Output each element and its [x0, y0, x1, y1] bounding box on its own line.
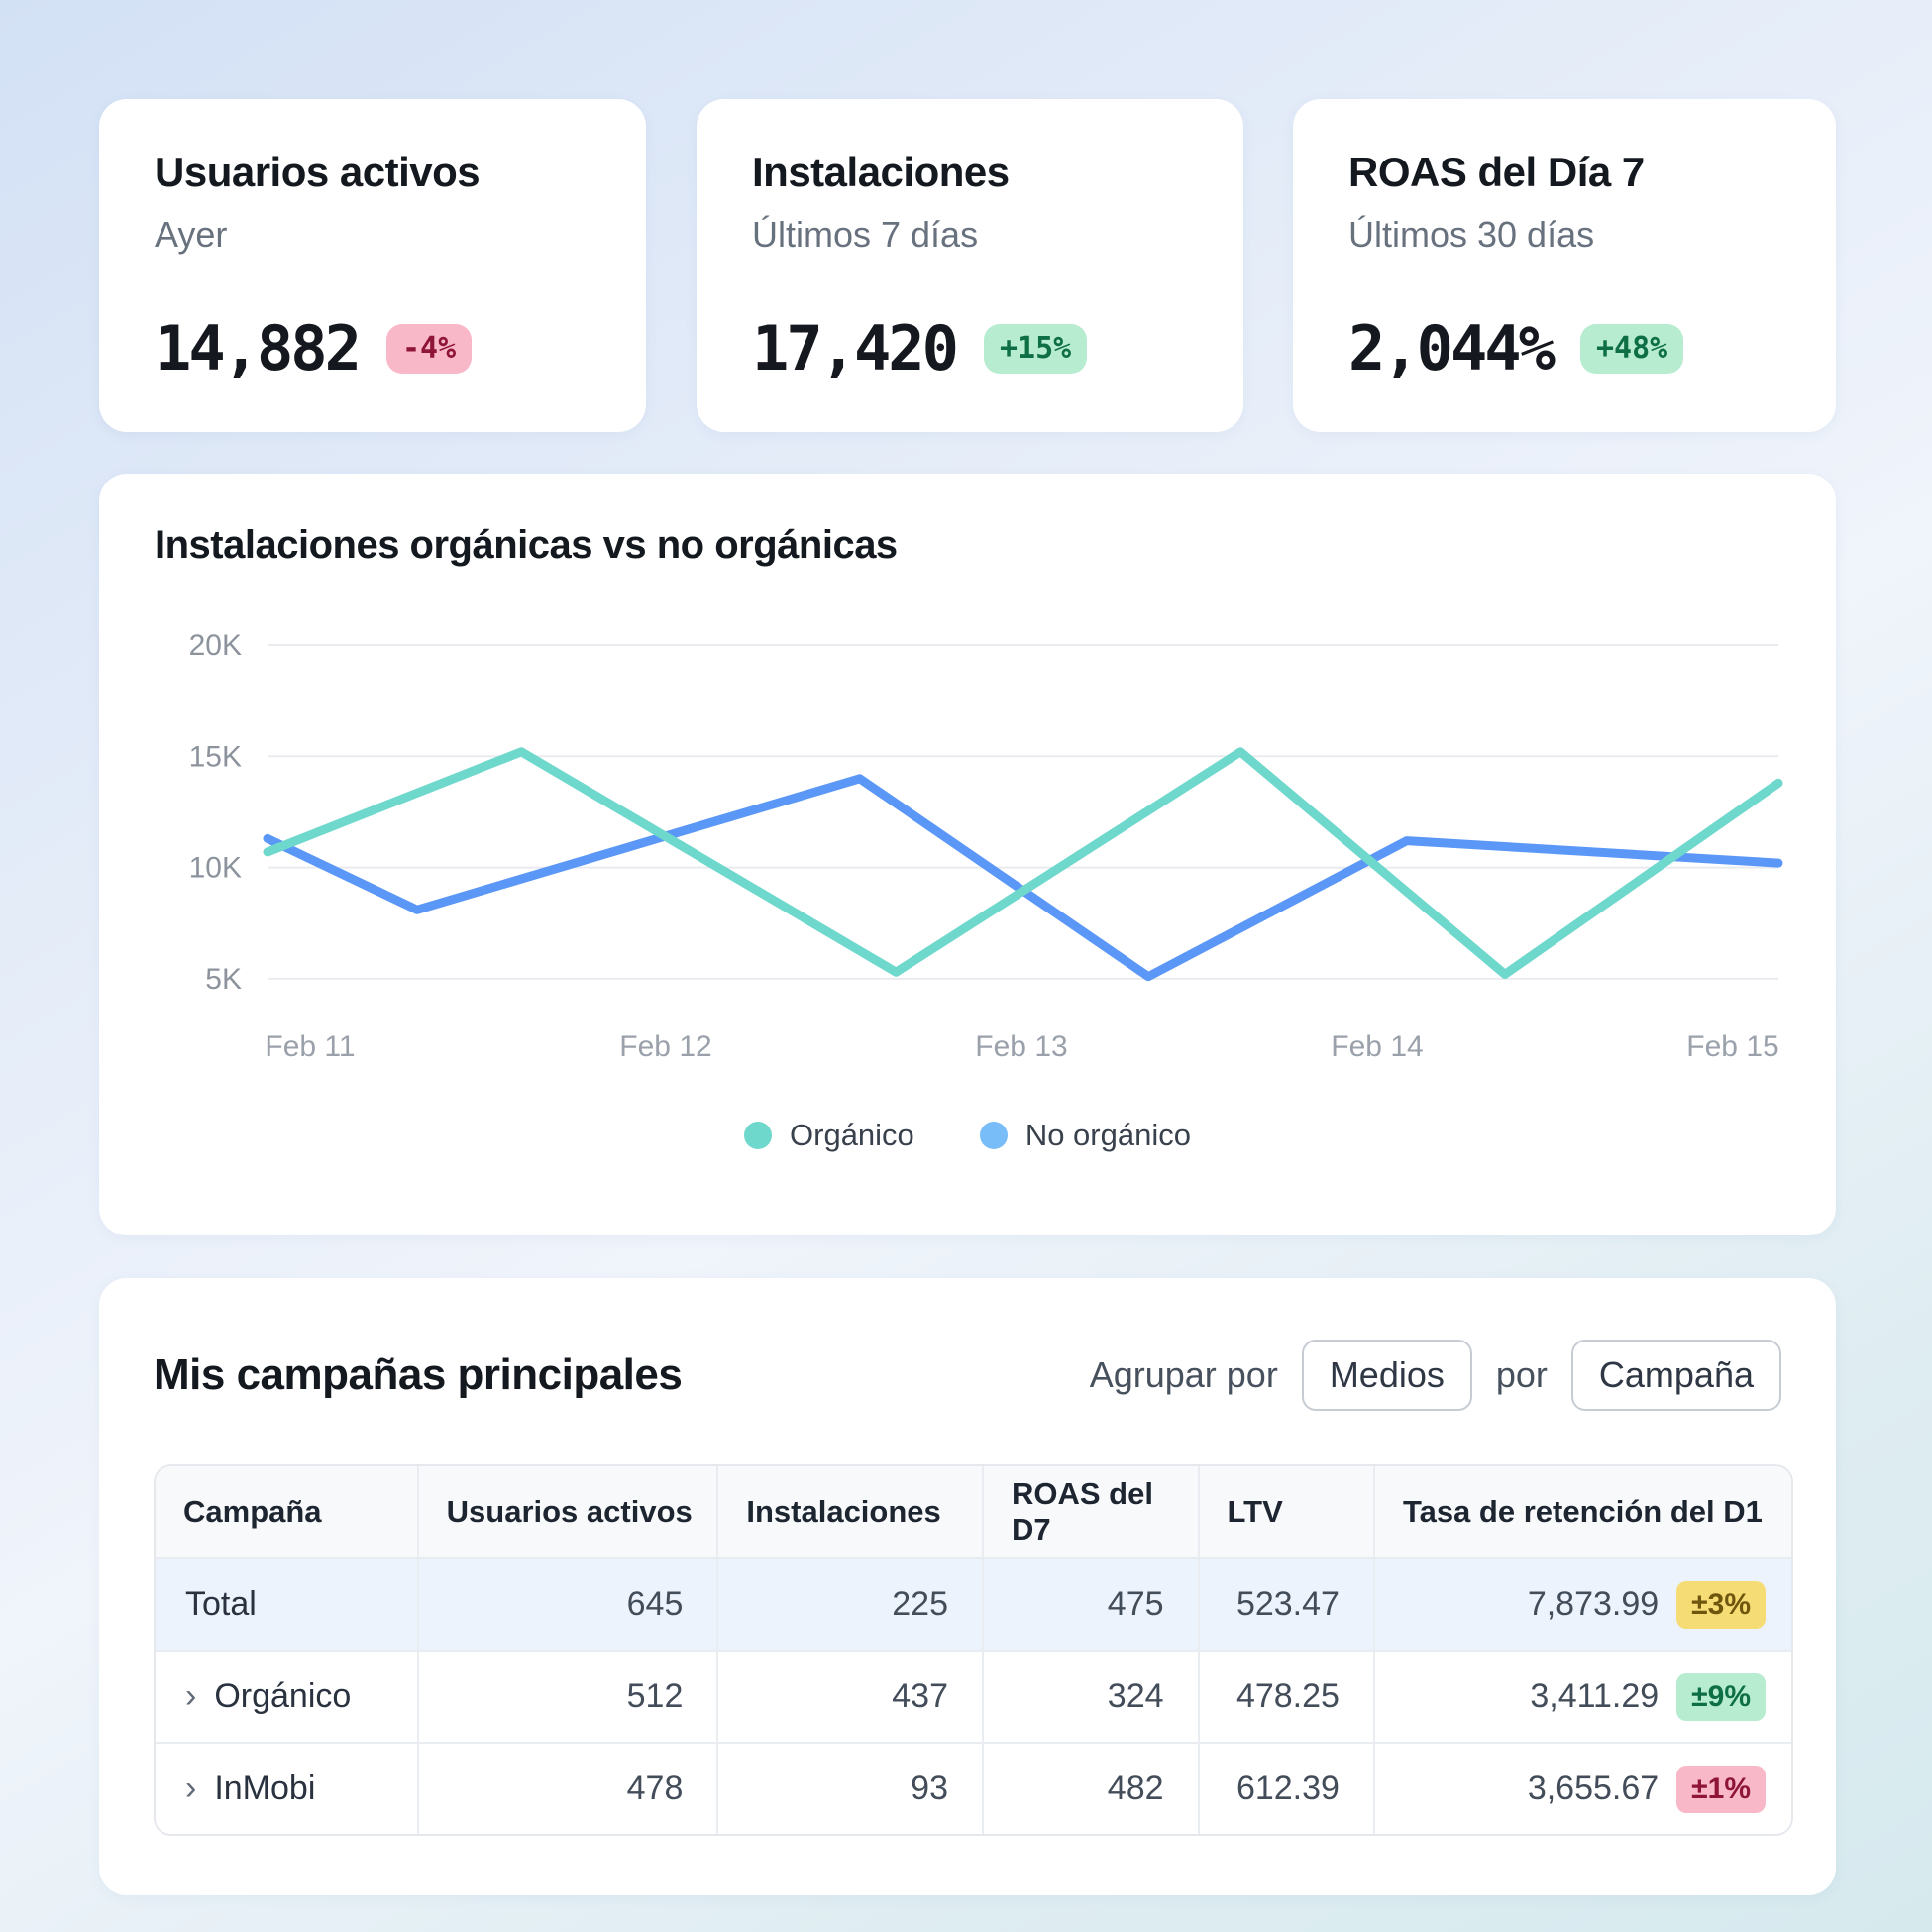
group-by-por-label: por	[1495, 1354, 1548, 1395]
campaign-name-cell: › InMobi	[156, 1743, 418, 1834]
kpi-subtitle: Últimos 7 días	[752, 214, 979, 255]
kpi-card-roas-d7: ROAS del Día 7 Últimos 30 días 2,044% +4…	[1293, 99, 1836, 432]
col-header-roas-d7: ROAS del D7	[982, 1466, 1199, 1559]
group-by-medios-button[interactable]: Medios	[1301, 1340, 1472, 1411]
kpi-title: Usuarios activos	[155, 149, 481, 195]
table-row-total[interactable]: Total 645 225 475 523.47 7,873.99 ±3%	[156, 1558, 1791, 1652]
kpi-change-badge: +15%	[983, 323, 1088, 374]
svg-text:20K: 20K	[189, 629, 242, 662]
chart-legend: Orgánico No orgánico	[99, 1118, 1836, 1153]
roas-d7-cell: 482	[982, 1743, 1199, 1834]
table-header-row: Campaña Usuarios activos Instalaciones R…	[156, 1466, 1791, 1559]
table-row-organico[interactable]: › Orgánico 512 437 324 478.25 3,411.29 ±9…	[156, 1651, 1791, 1744]
group-by-campana-button[interactable]: Campaña	[1570, 1340, 1781, 1411]
svg-text:Feb 15: Feb 15	[1686, 1030, 1778, 1063]
table-card-title: Mis campañas principales	[154, 1350, 683, 1399]
retention-value: 3,655.67	[1527, 1770, 1660, 1807]
legend-item-no-organico[interactable]: No orgánico	[979, 1118, 1191, 1153]
retention-d1-cell: 3,411.29 ±9%	[1372, 1651, 1791, 1744]
retention-badge: ±3%	[1676, 1580, 1766, 1629]
kpi-value: 17,420	[752, 312, 959, 384]
legend-label: No orgánico	[1024, 1118, 1191, 1152]
chart-title: Instalaciones orgánicas vs no orgánicas	[155, 523, 898, 567]
retention-d1-cell: 7,873.99 ±3%	[1372, 1558, 1791, 1652]
kpi-change-badge: +48%	[1579, 323, 1684, 374]
campaign-name-cell: Total	[156, 1558, 418, 1652]
ltv-cell: 478.25	[1197, 1651, 1374, 1744]
retention-value: 7,873.99	[1527, 1585, 1660, 1623]
svg-text:Feb 12: Feb 12	[619, 1030, 711, 1063]
kpi-value: 14,882	[155, 312, 362, 384]
col-header-installs: Instalaciones	[716, 1466, 983, 1559]
legend-dot-no-organico-icon	[979, 1122, 1008, 1149]
table-card-header: Mis campañas principales Agrupar por Med…	[154, 1340, 1781, 1411]
legend-dot-organico-icon	[744, 1122, 773, 1149]
retention-badge: ±1%	[1676, 1765, 1766, 1813]
group-by-label: Agrupar por	[1089, 1354, 1278, 1395]
roas-d7-cell: 324	[982, 1651, 1199, 1744]
ltv-cell: 612.39	[1197, 1743, 1374, 1834]
col-header-ltv: LTV	[1197, 1466, 1374, 1559]
svg-text:15K: 15K	[189, 740, 242, 773]
expand-chevron-icon[interactable]: ›	[185, 1770, 197, 1807]
legend-item-organico[interactable]: Orgánico	[744, 1118, 914, 1153]
active-users-cell: 512	[416, 1651, 718, 1744]
svg-text:Feb 13: Feb 13	[975, 1030, 1067, 1063]
kpi-subtitle: Últimos 30 días	[1348, 214, 1595, 255]
installs-cell: 93	[716, 1743, 983, 1834]
retention-d1-cell: 3,655.67 ±1%	[1372, 1743, 1791, 1834]
active-users-cell: 645	[416, 1558, 718, 1652]
kpi-value-row: 14,882 -4%	[155, 312, 473, 384]
svg-text:Feb 14: Feb 14	[1331, 1030, 1423, 1063]
kpi-value-row: 2,044% +48%	[1348, 312, 1684, 384]
kpi-title: ROAS del Día 7	[1348, 149, 1645, 195]
expand-chevron-icon[interactable]: ›	[185, 1677, 197, 1715]
col-header-retention-d1: Tasa de retención del D1	[1372, 1466, 1791, 1559]
kpi-subtitle: Ayer	[155, 214, 228, 255]
line-chart: 20K 15K 10K 5K Feb 11 Feb 12 Feb 13 Feb 14 Feb 1…	[189, 629, 1783, 1063]
active-users-cell: 478	[416, 1743, 718, 1834]
top-campaigns-card: Mis campañas principales Agrupar por Med…	[99, 1278, 1836, 1895]
kpi-value: 2,044%	[1348, 312, 1556, 384]
col-header-active-users: Usuarios activos	[416, 1466, 718, 1559]
kpi-card-active-users: Usuarios activos Ayer 14,882 -4%	[99, 99, 646, 432]
kpi-value-row: 17,420 +15%	[752, 312, 1088, 384]
legend-label: Orgánico	[790, 1118, 914, 1152]
campaign-name-cell: › Orgánico	[156, 1651, 418, 1744]
kpi-title: Instalaciones	[752, 149, 1010, 195]
group-by-controls: Agrupar por Medios por Campaña	[1090, 1340, 1781, 1411]
svg-text:10K: 10K	[189, 852, 242, 885]
svg-text:Feb 11: Feb 11	[265, 1030, 355, 1063]
retention-value: 3,411.29	[1530, 1677, 1660, 1715]
retention-badge: ±9%	[1676, 1672, 1766, 1721]
kpi-change-badge: -4%	[385, 323, 473, 374]
table-row-inmobi[interactable]: › InMobi 478 93 482 612.39 3,655.67 ±1%	[156, 1743, 1791, 1834]
organic-vs-nonorganic-chart-card: Instalaciones orgánicas vs no orgánicas …	[99, 474, 1836, 1235]
kpi-card-installs: Instalaciones Últimos 7 días 17,420 +15%	[697, 99, 1243, 432]
svg-text:5K: 5K	[205, 963, 242, 996]
ltv-cell: 523.47	[1197, 1558, 1374, 1652]
roas-d7-cell: 475	[982, 1558, 1199, 1652]
campaigns-table: Campaña Usuarios activos Instalaciones R…	[154, 1464, 1793, 1836]
col-header-campaign: Campaña	[156, 1466, 418, 1559]
installs-cell: 437	[716, 1651, 983, 1744]
installs-cell: 225	[716, 1558, 983, 1652]
